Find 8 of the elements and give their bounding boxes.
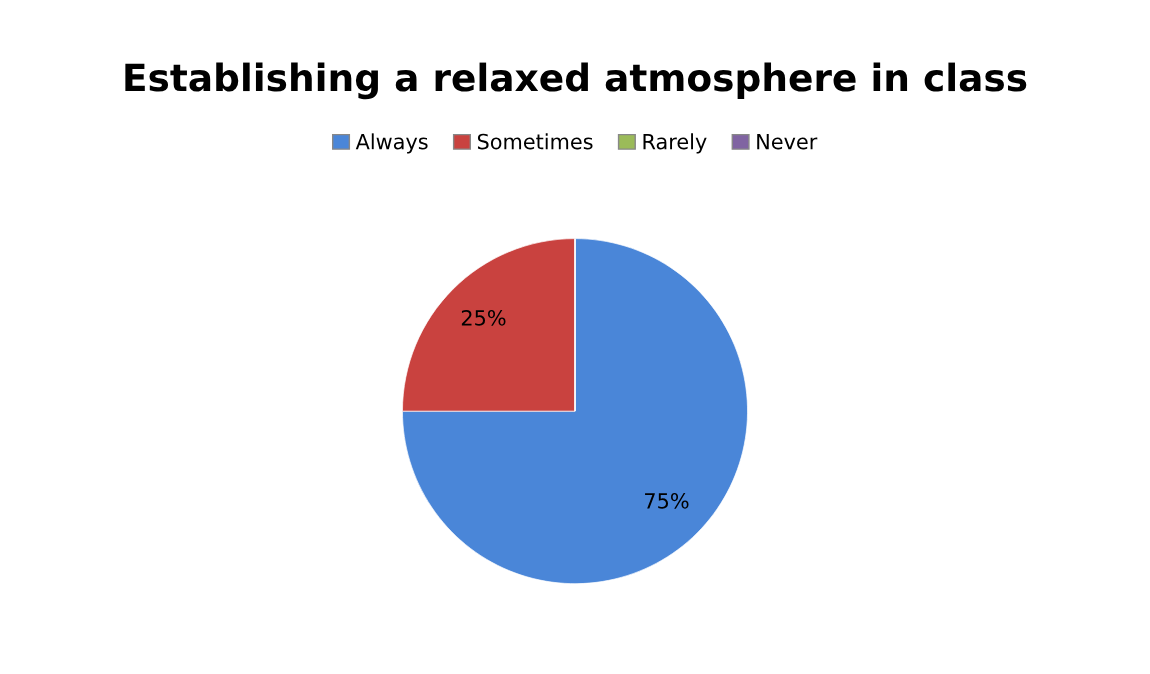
legend-label: Rarely xyxy=(643,133,707,154)
data-label: 25% xyxy=(461,309,506,326)
legend-label: Never xyxy=(757,133,818,150)
legend-label: Always xyxy=(355,133,428,154)
pie-slice xyxy=(402,238,748,585)
legend-label: Sometimes xyxy=(477,133,593,150)
data-label: 75% xyxy=(645,492,689,509)
chart-title: Establishing a relaxed atmosphere in class xyxy=(125,62,1027,100)
